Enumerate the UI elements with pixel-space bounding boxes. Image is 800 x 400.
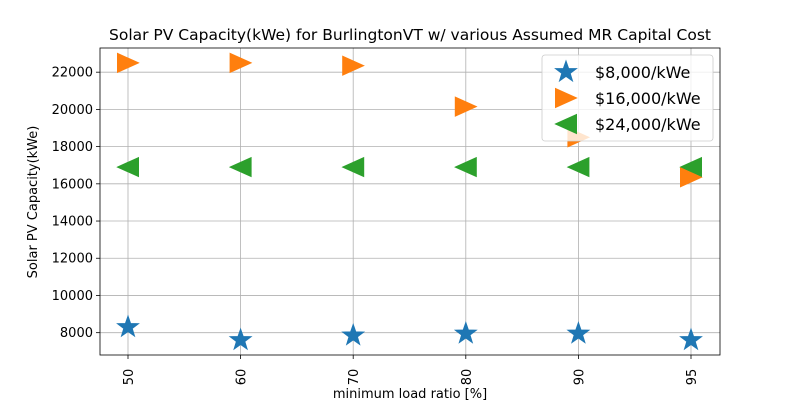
y-tick-label: 8000	[60, 326, 93, 341]
data-point	[679, 327, 703, 351]
data-point	[116, 314, 140, 338]
legend-marker	[555, 87, 578, 109]
y-tick-label: 12000	[52, 252, 93, 267]
x-tick-label: 60	[235, 369, 250, 386]
y-tick-label: 16000	[52, 177, 93, 192]
x-tick-label: 70	[347, 369, 362, 386]
data-point	[116, 156, 139, 178]
data-point	[454, 96, 478, 117]
y-tick-label: 14000	[52, 215, 93, 230]
data-point	[453, 321, 478, 344]
data-point	[566, 321, 591, 344]
legend-label-series-2: $16,000/kWe	[595, 89, 701, 108]
legend-markers	[554, 59, 578, 135]
data-point	[228, 327, 253, 351]
data-point	[117, 52, 140, 74]
y-tick-label: 18000	[52, 140, 93, 155]
data-point	[454, 156, 477, 178]
legend-label-series-1: $8,000/kWe	[595, 63, 690, 82]
legend-marker	[554, 113, 577, 135]
plot-frame	[99, 47, 721, 356]
legend-marker	[554, 59, 578, 83]
data-point	[341, 156, 365, 178]
x-tick-label: 80	[460, 369, 475, 386]
x-tick-label: 50	[122, 369, 137, 386]
y-axis-label: Solar PV Capacity(kWe)	[26, 126, 41, 279]
legend-frame	[541, 54, 714, 142]
data-point	[680, 167, 703, 188]
data-point	[229, 52, 253, 74]
data-point	[342, 55, 365, 76]
chart-title: Solar PV Capacity(kWe) for BurlingtonVT …	[109, 26, 711, 44]
x-axis-label: minimum load ratio [%]	[333, 387, 487, 400]
x-tick-label: 90	[572, 369, 587, 386]
legend-label-series-3: $24,000/kWe	[595, 115, 701, 134]
y-tick-label: 10000	[52, 289, 93, 304]
data-point	[679, 156, 702, 178]
y-tick-label: 22000	[52, 66, 93, 81]
data-point	[341, 322, 366, 346]
data-point	[228, 156, 252, 178]
x-tick-label: 95	[685, 369, 700, 386]
data-point	[566, 156, 590, 178]
y-tick-label: 20000	[52, 103, 93, 118]
legend: $8,000/kWe $16,000/kWe $24,000/kWe	[541, 54, 714, 142]
ticks-layer: 50 60 70 80 90 95 8000 10000 12000 14000 16000 1800…	[52, 66, 700, 386]
grid-layer	[100, 48, 720, 355]
